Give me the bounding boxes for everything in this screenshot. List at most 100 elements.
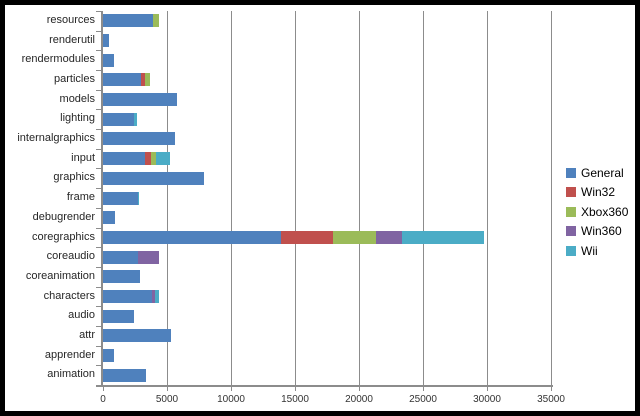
bar-segment-win360 bbox=[137, 250, 159, 264]
y-axis-tick bbox=[96, 345, 101, 347]
gridline bbox=[295, 11, 296, 385]
bar-row bbox=[103, 14, 159, 28]
y-axis-tick bbox=[96, 385, 101, 386]
bar-segment-general bbox=[103, 309, 135, 323]
y-axis-line bbox=[101, 11, 103, 385]
gridline bbox=[423, 11, 424, 385]
y-axis-label: apprender bbox=[44, 348, 95, 361]
bar-segment-xbox360 bbox=[152, 14, 159, 28]
legend-swatch bbox=[566, 226, 576, 237]
y-axis-label: coregraphics bbox=[32, 230, 95, 243]
x-axis-label: 0 bbox=[100, 394, 106, 405]
y-axis-tick bbox=[96, 325, 101, 327]
gridline bbox=[487, 11, 488, 385]
y-axis-label: audio bbox=[68, 309, 95, 322]
legend-label: Win360 bbox=[581, 224, 622, 239]
x-axis-tick bbox=[551, 387, 552, 391]
bar-row bbox=[103, 250, 159, 264]
bar-row bbox=[103, 34, 110, 48]
x-axis-label: 10000 bbox=[217, 394, 245, 405]
x-axis-label: 15000 bbox=[281, 394, 309, 405]
bar-row bbox=[103, 112, 137, 126]
bar-segment-xbox360 bbox=[144, 73, 150, 87]
y-axis-label: rendermodules bbox=[21, 53, 95, 66]
legend-swatch bbox=[566, 206, 576, 217]
bar-segment-wii bbox=[138, 191, 140, 205]
bar-segment-general bbox=[103, 270, 141, 284]
bar-segment-general bbox=[103, 368, 146, 382]
bar-segment-wii bbox=[156, 152, 171, 166]
y-axis-label: input bbox=[71, 151, 95, 164]
x-axis-tick bbox=[359, 387, 360, 391]
legend-label: Wii bbox=[581, 243, 598, 258]
y-axis-tick bbox=[96, 129, 101, 131]
y-axis-tick bbox=[96, 30, 101, 32]
legend-item: Xbox360 bbox=[566, 202, 628, 222]
y-axis-label: renderutil bbox=[49, 33, 95, 46]
bar-row bbox=[103, 348, 114, 362]
bar-row bbox=[103, 329, 171, 343]
bar-segment-xbox360 bbox=[333, 230, 377, 244]
bar-segment-general bbox=[103, 329, 171, 343]
gridline bbox=[167, 11, 168, 385]
y-axis-tick bbox=[96, 50, 101, 52]
x-axis-tick bbox=[103, 387, 104, 391]
x-axis-label: 25000 bbox=[409, 394, 437, 405]
bar-segment-win32 bbox=[140, 73, 145, 87]
y-axis-label: frame bbox=[66, 191, 95, 204]
legend-swatch bbox=[566, 167, 576, 178]
gridline bbox=[551, 11, 552, 385]
y-axis-tick bbox=[96, 266, 101, 268]
bar-segment-general bbox=[103, 132, 175, 146]
y-axis-tick bbox=[96, 11, 101, 12]
y-axis-label: models bbox=[59, 92, 95, 105]
legend-swatch bbox=[566, 245, 576, 256]
y-axis-tick bbox=[96, 227, 101, 229]
bar-row bbox=[103, 191, 140, 205]
x-axis-tick bbox=[487, 387, 488, 391]
y-axis-tick bbox=[96, 365, 101, 367]
bar-segment-general bbox=[103, 171, 205, 185]
legend-label: Win32 bbox=[581, 185, 616, 200]
bar-row bbox=[103, 368, 146, 382]
y-axis-label: resources bbox=[46, 14, 95, 26]
y-axis-label: lighting bbox=[60, 112, 95, 125]
bar-segment-general bbox=[103, 191, 139, 205]
y-axis-tick bbox=[96, 109, 101, 111]
x-axis-label: 20000 bbox=[345, 394, 373, 405]
legend-item: Win360 bbox=[566, 222, 622, 242]
y-axis-tick bbox=[96, 89, 101, 91]
x-axis-tick bbox=[295, 387, 296, 391]
y-axis-label: debugrender bbox=[32, 210, 95, 223]
bar-row bbox=[103, 132, 175, 146]
x-axis-line bbox=[96, 385, 553, 387]
bar-segment-xbox360 bbox=[150, 152, 157, 166]
x-axis-label: 5000 bbox=[155, 394, 179, 405]
x-axis-label: 30000 bbox=[473, 394, 501, 405]
bar-segment-wii bbox=[402, 230, 484, 244]
x-axis-tick bbox=[167, 387, 168, 391]
bar-segment-general bbox=[103, 53, 114, 67]
legend-label: General bbox=[581, 165, 624, 180]
y-axis-tick bbox=[96, 168, 101, 170]
y-axis-tick bbox=[96, 247, 101, 249]
y-axis-label: internalgraphics bbox=[17, 132, 95, 145]
bar-segment-win360 bbox=[152, 289, 155, 303]
bar-segment-general bbox=[103, 211, 116, 225]
bar-row bbox=[103, 309, 135, 323]
bar-segment-win360 bbox=[376, 230, 403, 244]
x-axis-tick bbox=[423, 387, 424, 391]
bar-row bbox=[103, 171, 205, 185]
gridline bbox=[231, 11, 232, 385]
bar-segment-win32 bbox=[280, 230, 334, 244]
bar-segment-win32 bbox=[145, 152, 151, 166]
legend-item: Wii bbox=[566, 241, 598, 261]
y-axis-label: particles bbox=[54, 73, 95, 86]
bar-segment-wii bbox=[154, 289, 160, 303]
x-axis-tick bbox=[231, 387, 232, 391]
y-axis-label: animation bbox=[47, 368, 95, 381]
legend-label: Xbox360 bbox=[581, 204, 629, 219]
y-axis-label: attr bbox=[79, 328, 95, 341]
bar-segment-wii bbox=[133, 112, 137, 126]
bar-segment-general bbox=[103, 348, 114, 362]
